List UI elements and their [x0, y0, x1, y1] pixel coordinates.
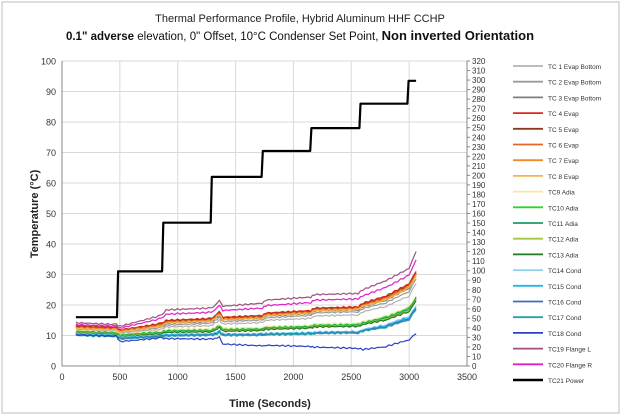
y2-tick-label: 310: [472, 67, 486, 76]
y2-tick-label: 220: [472, 152, 486, 161]
y2-tick-label: 80: [472, 286, 481, 295]
y2-tick-label: 170: [472, 200, 486, 209]
series-line-tc17-cond: [75, 309, 417, 341]
x-tick-label: 0: [59, 372, 64, 382]
y-tick-label: 0: [51, 362, 56, 372]
legend-label: TC 5 Evap: [548, 127, 579, 134]
subtitle-part2: elevation, 0" Offset, 10°C Condenser Set…: [134, 31, 382, 43]
x-axis-label: Time (Seconds): [229, 398, 311, 410]
y2-tick-label: 200: [472, 171, 486, 180]
y2-tick-label: 290: [472, 86, 486, 95]
y-tick-label: 50: [46, 209, 56, 219]
y-tick-label: 30: [46, 270, 56, 280]
x-tick-label: 1000: [168, 372, 188, 382]
y2-tick-label: 50: [472, 314, 481, 323]
series-line-tc9-adia: [75, 295, 417, 336]
legend-label: TC12 Adia: [548, 237, 579, 244]
legend-label: TC21 Power: [548, 378, 585, 385]
y-tick-label: 100: [41, 57, 56, 67]
legend-label: TC 6 Evap: [548, 143, 579, 150]
x-tick-label: 500: [112, 372, 127, 382]
y2-tick-label: 120: [472, 248, 486, 257]
series-lines: [75, 79, 417, 351]
legend-label: TC15 Cond: [548, 284, 582, 291]
x-tick-label: 3500: [457, 372, 477, 382]
y-tick-label: 10: [46, 331, 56, 341]
x-tick-label: 3000: [399, 372, 419, 382]
legend-label: TC9 Adia: [548, 190, 575, 197]
y2-tick-label: 160: [472, 210, 486, 219]
y-axis-label: Temperature (°C): [29, 169, 41, 258]
y-tick-label: 20: [46, 301, 56, 311]
y2-tick-label: 60: [472, 305, 481, 314]
y2-tick-label: 100: [472, 267, 486, 276]
y2-tick-label: 40: [472, 324, 481, 333]
y2-tick-label: 260: [472, 114, 486, 123]
chart-title: Thermal Performance Profile, Hybrid Alum…: [155, 13, 445, 25]
legend-label: TC 1 Evap Bottom: [548, 64, 601, 71]
legend-label: TC20 Flange R: [548, 362, 592, 369]
legend-label: TC 3 Evap Bottom: [548, 95, 601, 102]
y2-tick-label: 240: [472, 133, 486, 142]
legend-label: TC 8 Evap: [548, 174, 579, 181]
series-line-tc21-power: [75, 79, 417, 319]
subtitle-part3: Non inverted Orientation: [382, 28, 534, 43]
y2-tick-label: 130: [472, 238, 486, 247]
y2-tick-label: 150: [472, 219, 486, 228]
series-line-tc-8-evap: [75, 275, 417, 333]
y-tick-label: 90: [46, 87, 56, 97]
x-axis-ticks: 0 500 1000 1500 2000 2500 3000 3500: [59, 372, 477, 382]
legend-label: TC13 Adia: [548, 252, 579, 259]
series-line-tc13-adia: [75, 300, 417, 338]
y2-tick-label: 210: [472, 162, 486, 171]
y-tick-label: 40: [46, 240, 56, 250]
y2-axis-ticks: 0102030405060708090100110120130140150160…: [467, 57, 486, 371]
legend-label: TC11 Adia: [548, 221, 578, 228]
legend-label: TC 7 Evap: [548, 158, 579, 165]
legend: TC 1 Evap Bottom TC 2 Evap Bottom TC 3 Eva…: [513, 64, 601, 385]
y2-tick-label: 250: [472, 124, 486, 133]
y2-tick-label: 190: [472, 181, 486, 190]
y2-tick-label: 140: [472, 229, 486, 238]
y2-tick-label: 300: [472, 76, 486, 85]
y2-tick-label: 0: [472, 362, 477, 371]
y-tick-label: 80: [46, 118, 56, 128]
y2-tick-label: 320: [472, 57, 486, 66]
series-line-tc-4-evap: [75, 271, 417, 331]
y2-tick-label: 180: [472, 190, 486, 199]
y2-tick-label: 70: [472, 295, 481, 304]
y2-tick-label: 110: [472, 257, 485, 266]
gridlines: [62, 60, 468, 366]
y2-tick-label: 20: [472, 343, 481, 352]
y2-tick-label: 270: [472, 105, 486, 114]
y2-tick-label: 230: [472, 143, 486, 152]
series-line-tc19-flange-l: [75, 251, 417, 327]
chart-subtitle: 0.1" adverse elevation, 0" Offset, 10°C …: [66, 28, 534, 43]
legend-label: TC 2 Evap Bottom: [548, 80, 601, 87]
x-tick-label: 2000: [283, 372, 303, 382]
y2-tick-label: 10: [472, 352, 481, 361]
x-tick-label: 1500: [226, 372, 246, 382]
legend-label: TC14 Cond: [548, 268, 582, 275]
legend-label: TC19 Flange L: [548, 347, 591, 354]
y-axis-ticks: 0 10 20 30 40 50 60 70 80 90 100: [41, 57, 56, 372]
legend-label: TC16 Cond: [548, 300, 582, 307]
y2-tick-label: 280: [472, 95, 486, 104]
series-line-tc18-cond: [75, 333, 417, 351]
x-tick-label: 2500: [341, 372, 361, 382]
y-tick-label: 70: [46, 148, 56, 158]
series-line-tc-1-evap-bottom: [75, 283, 417, 335]
series-line-tc20-flange-r: [75, 259, 417, 329]
legend-label: TC18 Cond: [548, 331, 582, 338]
legend-label: TC10 Adia: [548, 205, 579, 212]
y-tick-label: 60: [46, 179, 56, 189]
subtitle-part1: 0.1" adverse: [66, 31, 134, 43]
y2-tick-label: 30: [472, 333, 481, 342]
legend-label: TC 4 Evap: [548, 111, 579, 118]
legend-label: TC17 Cond: [548, 315, 582, 322]
y2-tick-label: 90: [472, 276, 481, 285]
